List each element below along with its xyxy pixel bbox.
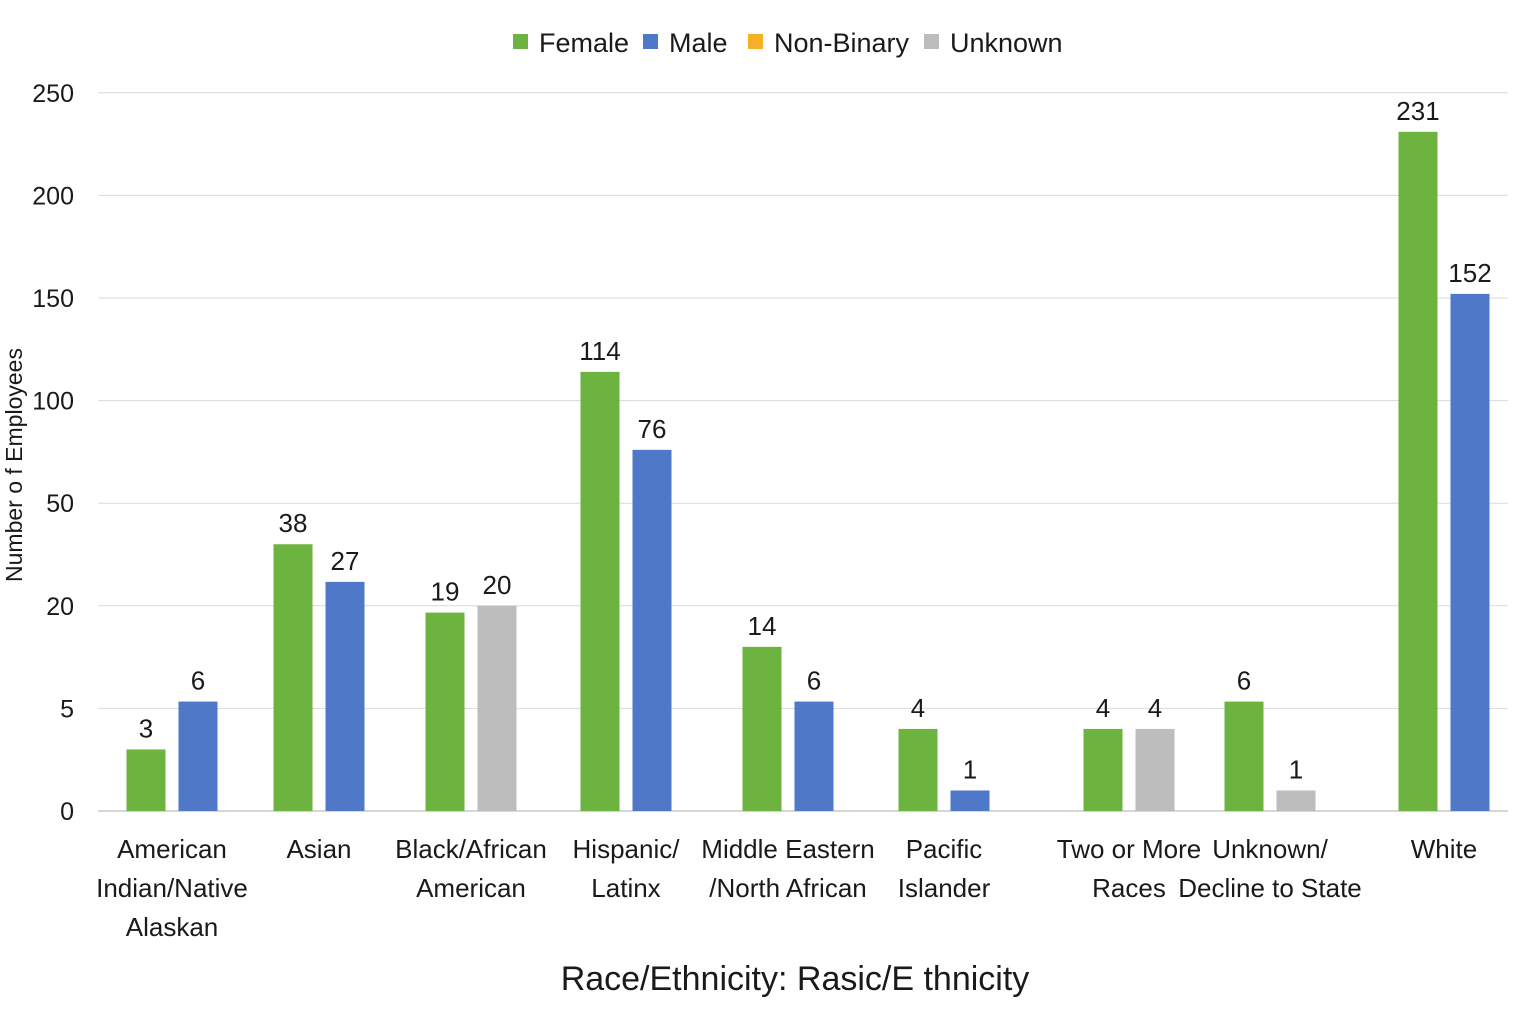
legend-swatch bbox=[513, 34, 528, 49]
legend-entry: Unknown bbox=[950, 28, 1063, 58]
bar-unknown bbox=[1135, 728, 1175, 811]
y-tick-label: 150 bbox=[32, 285, 74, 313]
bar-male bbox=[178, 701, 218, 811]
y-tick-label: 50 bbox=[46, 490, 74, 518]
data-label: 152 bbox=[1448, 258, 1491, 288]
legend-swatch bbox=[748, 34, 763, 49]
data-label: 1 bbox=[1289, 754, 1303, 784]
bar-unknown bbox=[1276, 790, 1316, 811]
x-category-label: Hispanic/Latinx bbox=[573, 834, 681, 903]
bar-female bbox=[580, 371, 620, 811]
data-label: 6 bbox=[807, 666, 821, 696]
x-category-label: Two or More Races bbox=[1057, 834, 1202, 903]
bars bbox=[126, 131, 1490, 812]
legend-entry: Male bbox=[669, 28, 728, 58]
legend-swatch bbox=[643, 34, 658, 49]
x-category-label: Pacific Islander bbox=[898, 834, 991, 903]
data-label: 38 bbox=[279, 508, 308, 538]
data-label: 4 bbox=[911, 693, 925, 723]
bar-male bbox=[632, 449, 672, 811]
data-label: 20 bbox=[483, 570, 512, 600]
data-label: 14 bbox=[748, 611, 777, 641]
y-tick-label: 200 bbox=[32, 182, 74, 210]
legend-swatch bbox=[924, 34, 939, 49]
data-label: 4 bbox=[1148, 693, 1162, 723]
bar-female bbox=[1398, 131, 1438, 812]
data-label: 19 bbox=[431, 577, 460, 607]
bar-male bbox=[950, 790, 990, 811]
legend-entry: Female bbox=[539, 28, 629, 58]
data-label: 1 bbox=[963, 754, 977, 784]
bar-female bbox=[742, 646, 782, 811]
bar-male bbox=[325, 581, 365, 811]
data-label: 27 bbox=[331, 546, 360, 576]
x-category-label: Middle Eastern/North African bbox=[701, 834, 874, 903]
y-tick-label: 0 bbox=[60, 798, 74, 826]
bar-female bbox=[273, 544, 313, 811]
bar-female bbox=[1083, 728, 1123, 811]
bar-male bbox=[794, 701, 834, 811]
y-tick-label: 5 bbox=[60, 695, 74, 723]
y-tick-label: 20 bbox=[46, 593, 74, 621]
bar-female bbox=[425, 612, 465, 811]
x-category-label: American Indian/Native Alaskan bbox=[96, 834, 248, 942]
x-category-label: Unknown/Decline to State bbox=[1178, 834, 1362, 903]
data-label: 4 bbox=[1096, 693, 1110, 723]
x-category-label: Black/African American bbox=[395, 834, 547, 903]
x-category-label: White bbox=[1411, 834, 1477, 864]
bar-female bbox=[898, 728, 938, 811]
data-label: 76 bbox=[638, 414, 667, 444]
x-axis-title: Race/Ethnicity: Rasic/E thnicity bbox=[561, 960, 1030, 998]
y-axis-ticks: 0 5 20 50 100 150 200 250 bbox=[32, 80, 74, 826]
y-axis-title: Number o f Employees bbox=[1, 348, 27, 582]
bar-unknown bbox=[477, 605, 517, 811]
y-tick-label: 250 bbox=[32, 80, 74, 108]
x-axis-categories: American Indian/Native Alaskan Asian Black/A… bbox=[96, 834, 1477, 942]
bar-female bbox=[126, 749, 166, 811]
legend: Female Male Non-Binary Unknown bbox=[513, 28, 1063, 58]
bar-female bbox=[1224, 701, 1264, 811]
data-label: 3 bbox=[139, 713, 153, 743]
x-category-label: Asian bbox=[286, 834, 351, 864]
legend-entry: Non-Binary bbox=[774, 28, 910, 58]
bar-male bbox=[1450, 293, 1490, 811]
data-label: 231 bbox=[1396, 96, 1439, 126]
data-label: 6 bbox=[191, 666, 205, 696]
data-label: 114 bbox=[579, 336, 620, 366]
y-tick-label: 100 bbox=[32, 388, 74, 416]
data-label: 6 bbox=[1237, 666, 1251, 696]
